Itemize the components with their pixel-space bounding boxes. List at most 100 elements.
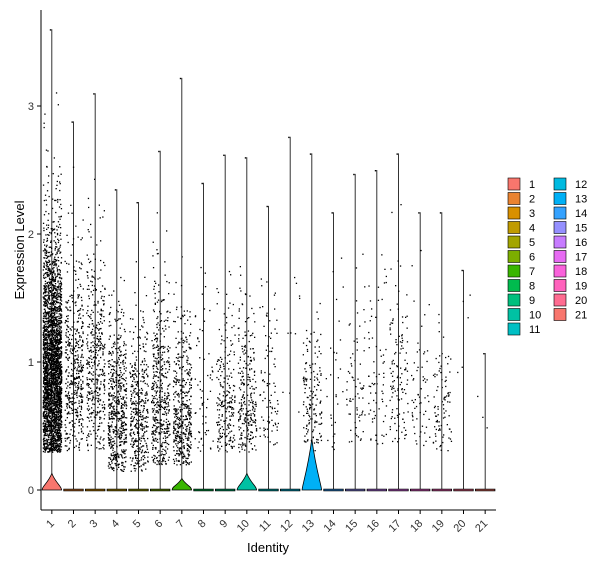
data-point <box>142 343 144 345</box>
data-point <box>77 376 79 378</box>
data-point <box>59 269 61 272</box>
data-point <box>123 443 125 445</box>
data-point <box>47 366 49 369</box>
data-point <box>129 371 131 373</box>
data-point <box>50 241 52 243</box>
data-point <box>117 391 119 393</box>
data-point <box>47 333 50 335</box>
data-point <box>45 254 48 257</box>
data-point <box>69 439 72 442</box>
data-point <box>64 430 66 432</box>
data-point <box>56 275 58 277</box>
data-point <box>50 316 52 318</box>
data-point <box>56 387 58 389</box>
data-point <box>121 308 123 311</box>
data-point <box>91 367 93 369</box>
data-point <box>60 357 62 359</box>
data-point <box>48 324 50 326</box>
data-point <box>51 309 53 312</box>
data-point <box>47 298 49 300</box>
data-point <box>55 418 57 421</box>
data-point <box>110 443 112 445</box>
data-point <box>70 397 72 399</box>
data-point <box>74 389 76 392</box>
data-point <box>109 312 111 314</box>
data-point <box>45 272 47 274</box>
data-point <box>98 360 100 362</box>
data-point <box>44 399 47 401</box>
data-point <box>52 312 54 314</box>
data-point <box>110 371 112 374</box>
data-point <box>99 277 101 279</box>
data-point <box>67 354 69 356</box>
data-point <box>42 390 45 392</box>
data-point <box>59 335 61 337</box>
data-point <box>161 382 163 385</box>
data-point <box>57 443 59 445</box>
data-point <box>56 293 58 295</box>
data-point <box>52 173 54 175</box>
data-point <box>111 445 113 447</box>
data-point <box>45 403 47 405</box>
data-point <box>44 428 47 430</box>
data-point <box>55 396 57 398</box>
data-point <box>73 377 75 379</box>
data-point <box>90 349 92 352</box>
data-point <box>55 323 57 325</box>
data-point <box>55 401 57 403</box>
data-point <box>110 453 112 455</box>
data-point <box>96 412 99 414</box>
data-point <box>56 404 58 406</box>
data-point <box>49 443 51 445</box>
data-point <box>147 426 149 428</box>
data-point <box>91 309 93 312</box>
data-point <box>154 420 156 422</box>
data-point <box>52 379 55 381</box>
data-point <box>153 404 156 407</box>
data-point <box>164 261 166 263</box>
data-point <box>60 336 62 339</box>
data-point <box>141 389 144 391</box>
data-point <box>123 379 125 381</box>
data-point <box>57 265 60 267</box>
data-point <box>138 398 141 400</box>
data-point <box>123 279 125 282</box>
data-point <box>111 410 113 412</box>
data-point <box>46 357 48 359</box>
data-point <box>74 359 76 361</box>
data-point <box>90 416 92 418</box>
data-point <box>135 404 137 407</box>
data-point <box>78 375 80 378</box>
data-point <box>58 419 60 421</box>
data-point <box>43 257 45 259</box>
data-point <box>44 347 46 349</box>
data-point <box>93 253 95 255</box>
data-point <box>44 338 46 340</box>
data-point <box>89 391 91 393</box>
data-point <box>56 290 58 292</box>
data-point <box>164 428 166 430</box>
data-point <box>57 382 60 385</box>
data-point <box>98 341 100 343</box>
data-point <box>153 332 155 334</box>
data-point <box>51 279 54 282</box>
data-point <box>95 289 97 291</box>
data-point <box>120 354 122 356</box>
data-point <box>56 347 58 349</box>
data-point <box>119 327 121 329</box>
data-point <box>45 199 47 201</box>
data-point <box>146 383 148 385</box>
data-point <box>120 390 122 392</box>
data-point <box>80 387 83 389</box>
data-point <box>53 419 55 421</box>
data-point <box>51 290 53 292</box>
data-point <box>138 389 141 391</box>
data-point <box>50 447 52 449</box>
data-point <box>50 251 52 253</box>
data-point <box>56 446 58 448</box>
data-point <box>92 378 94 380</box>
data-point <box>47 414 50 416</box>
data-point <box>52 277 54 279</box>
data-point <box>152 448 154 450</box>
data-point <box>55 361 58 363</box>
